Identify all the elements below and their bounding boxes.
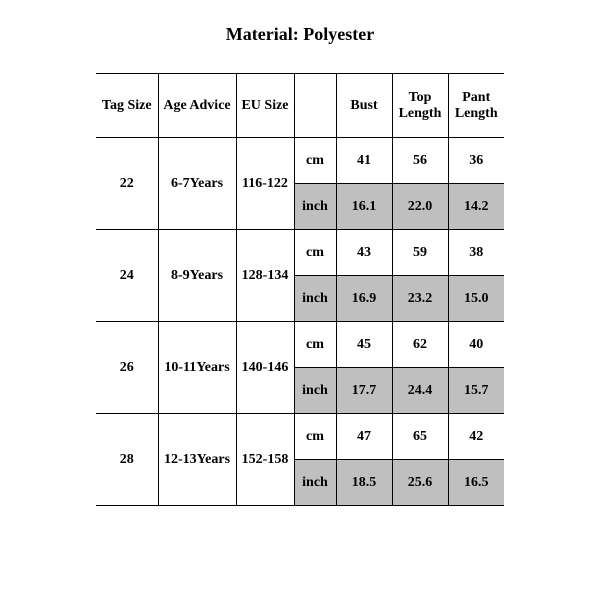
cell-age-advice: 12-13Years — [158, 414, 236, 506]
cell-unit-inch: inch — [294, 276, 336, 322]
cell-tag-size: 24 — [96, 230, 158, 322]
cell-age-advice: 6-7Years — [158, 138, 236, 230]
cell-pant-cm: 38 — [448, 230, 504, 276]
cell-unit-cm: cm — [294, 414, 336, 460]
col-age-advice: Age Advice — [158, 74, 236, 138]
cell-eu-size: 128-134 — [236, 230, 294, 322]
cell-bust-cm: 47 — [336, 414, 392, 460]
table-header-row: Tag Size Age Advice EU Size Bust Top Len… — [96, 74, 504, 138]
cell-bust-cm: 45 — [336, 322, 392, 368]
cell-pant-inch: 14.2 — [448, 184, 504, 230]
cell-unit-cm: cm — [294, 138, 336, 184]
cell-bust-inch: 16.9 — [336, 276, 392, 322]
cell-unit-cm: cm — [294, 322, 336, 368]
cell-eu-size: 116-122 — [236, 138, 294, 230]
page-title: Material: Polyester — [0, 24, 600, 45]
cell-pant-inch: 15.0 — [448, 276, 504, 322]
cell-top-inch: 24.4 — [392, 368, 448, 414]
cell-pant-inch: 16.5 — [448, 460, 504, 506]
col-eu-size: EU Size — [236, 74, 294, 138]
page: Material: Polyester Tag Size Age Advice … — [0, 0, 600, 600]
cell-pant-cm: 42 — [448, 414, 504, 460]
cell-eu-size: 140-146 — [236, 322, 294, 414]
table-row: 26 10-11Years 140-146 cm 45 62 40 — [96, 322, 504, 368]
cell-top-cm: 56 — [392, 138, 448, 184]
col-tag-size: Tag Size — [96, 74, 158, 138]
cell-eu-size: 152-158 — [236, 414, 294, 506]
cell-top-inch: 23.2 — [392, 276, 448, 322]
cell-tag-size: 28 — [96, 414, 158, 506]
cell-tag-size: 26 — [96, 322, 158, 414]
cell-pant-cm: 36 — [448, 138, 504, 184]
cell-pant-inch: 15.7 — [448, 368, 504, 414]
cell-pant-cm: 40 — [448, 322, 504, 368]
table-row: 22 6-7Years 116-122 cm 41 56 36 — [96, 138, 504, 184]
size-table: Tag Size Age Advice EU Size Bust Top Len… — [96, 73, 504, 506]
cell-age-advice: 8-9Years — [158, 230, 236, 322]
col-unit — [294, 74, 336, 138]
col-pant-length: Pant Length — [448, 74, 504, 138]
col-bust: Bust — [336, 74, 392, 138]
cell-bust-inch: 18.5 — [336, 460, 392, 506]
col-top-length: Top Length — [392, 74, 448, 138]
cell-age-advice: 10-11Years — [158, 322, 236, 414]
cell-unit-inch: inch — [294, 184, 336, 230]
cell-unit-inch: inch — [294, 460, 336, 506]
cell-bust-inch: 17.7 — [336, 368, 392, 414]
cell-unit-inch: inch — [294, 368, 336, 414]
table-body: 22 6-7Years 116-122 cm 41 56 36 inch 16.… — [96, 138, 504, 506]
cell-top-cm: 59 — [392, 230, 448, 276]
table-row: 24 8-9Years 128-134 cm 43 59 38 — [96, 230, 504, 276]
cell-bust-cm: 41 — [336, 138, 392, 184]
cell-top-inch: 25.6 — [392, 460, 448, 506]
cell-top-inch: 22.0 — [392, 184, 448, 230]
cell-bust-inch: 16.1 — [336, 184, 392, 230]
cell-bust-cm: 43 — [336, 230, 392, 276]
cell-unit-cm: cm — [294, 230, 336, 276]
table-row: 28 12-13Years 152-158 cm 47 65 42 — [96, 414, 504, 460]
cell-tag-size: 22 — [96, 138, 158, 230]
cell-top-cm: 62 — [392, 322, 448, 368]
cell-top-cm: 65 — [392, 414, 448, 460]
